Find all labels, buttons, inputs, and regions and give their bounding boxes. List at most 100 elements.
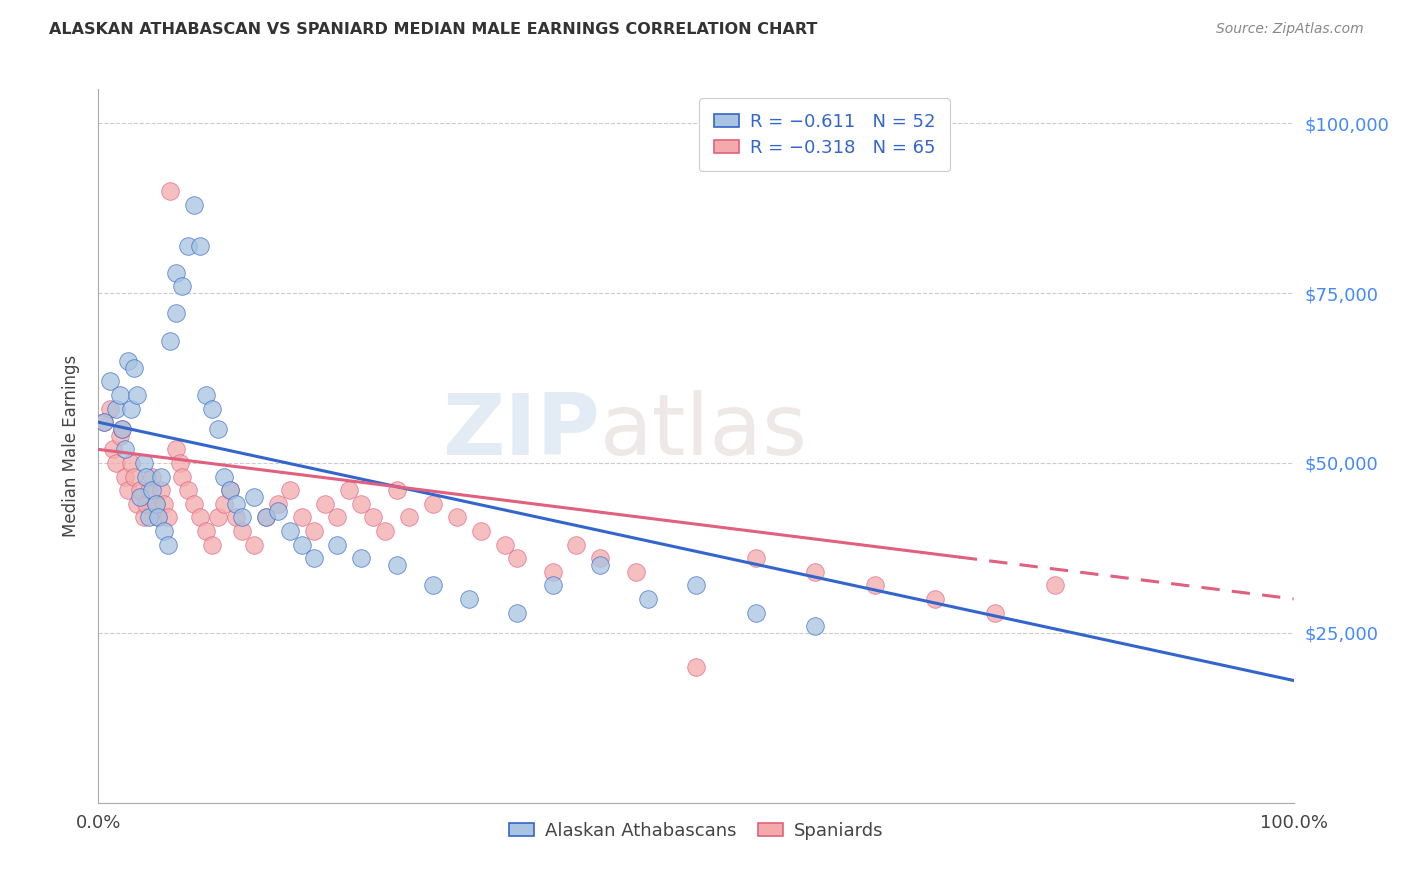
Point — [177, 238, 200, 252]
Point — [145, 497, 167, 511]
Point — [117, 483, 139, 498]
Point — [326, 510, 349, 524]
Point — [685, 578, 707, 592]
Point — [117, 354, 139, 368]
Point — [565, 537, 588, 551]
Point — [153, 524, 176, 538]
Text: ZIP: ZIP — [443, 390, 600, 474]
Point — [177, 483, 200, 498]
Point — [626, 565, 648, 579]
Point — [195, 524, 218, 538]
Y-axis label: Median Male Earnings: Median Male Earnings — [62, 355, 80, 537]
Point — [141, 483, 163, 498]
Point — [494, 537, 516, 551]
Point — [165, 442, 187, 457]
Point — [98, 401, 122, 416]
Point — [219, 483, 242, 498]
Point — [924, 591, 946, 606]
Point — [326, 537, 349, 551]
Point — [93, 415, 115, 429]
Point — [398, 510, 420, 524]
Point — [225, 510, 247, 524]
Point — [374, 524, 396, 538]
Point — [243, 490, 266, 504]
Point — [138, 510, 160, 524]
Point — [385, 483, 409, 498]
Point — [159, 334, 181, 348]
Point — [201, 401, 224, 416]
Point — [148, 510, 170, 524]
Point — [129, 483, 152, 498]
Point — [278, 524, 301, 538]
Point — [124, 360, 146, 375]
Point — [254, 510, 277, 524]
Point — [363, 510, 385, 524]
Point — [195, 388, 218, 402]
Point — [231, 510, 253, 524]
Point — [541, 565, 564, 579]
Point — [243, 537, 266, 551]
Point — [120, 401, 142, 416]
Point — [506, 551, 529, 566]
Point — [125, 497, 148, 511]
Point — [1043, 578, 1066, 592]
Point — [422, 578, 444, 592]
Point — [149, 483, 172, 498]
Point — [114, 442, 136, 457]
Point — [108, 388, 131, 402]
Point — [637, 591, 659, 606]
Point — [156, 510, 179, 524]
Point — [108, 429, 131, 443]
Point — [101, 442, 124, 457]
Point — [141, 469, 163, 483]
Point — [114, 469, 136, 483]
Point — [231, 524, 253, 538]
Point — [291, 510, 314, 524]
Text: Source: ZipAtlas.com: Source: ZipAtlas.com — [1216, 22, 1364, 37]
Point — [98, 375, 122, 389]
Point — [458, 591, 481, 606]
Point — [183, 198, 205, 212]
Point — [135, 497, 157, 511]
Text: ALASKAN ATHABASCAN VS SPANIARD MEDIAN MALE EARNINGS CORRELATION CHART: ALASKAN ATHABASCAN VS SPANIARD MEDIAN MA… — [49, 22, 817, 37]
Point — [422, 497, 444, 511]
Point — [685, 660, 707, 674]
Point — [120, 456, 142, 470]
Point — [865, 578, 887, 592]
Point — [159, 184, 181, 198]
Point — [350, 551, 373, 566]
Point — [291, 537, 314, 551]
Point — [111, 422, 134, 436]
Point — [267, 497, 290, 511]
Point — [589, 551, 612, 566]
Point — [105, 456, 128, 470]
Point — [470, 524, 492, 538]
Point — [156, 537, 179, 551]
Point — [212, 469, 235, 483]
Point — [589, 558, 612, 572]
Point — [138, 483, 160, 498]
Point — [105, 401, 128, 416]
Point — [207, 510, 229, 524]
Point — [148, 510, 170, 524]
Point — [804, 619, 827, 633]
Point — [125, 388, 148, 402]
Point — [124, 469, 146, 483]
Point — [745, 606, 768, 620]
Point — [201, 537, 224, 551]
Point — [153, 497, 176, 511]
Point — [93, 415, 115, 429]
Point — [165, 306, 187, 320]
Point — [132, 510, 155, 524]
Point — [302, 524, 325, 538]
Point — [132, 456, 155, 470]
Point — [541, 578, 564, 592]
Point — [172, 469, 194, 483]
Point — [172, 279, 194, 293]
Legend: Alaskan Athabascans, Spaniards: Alaskan Athabascans, Spaniards — [502, 815, 890, 847]
Point — [350, 497, 373, 511]
Point — [169, 456, 191, 470]
Point — [183, 497, 205, 511]
Point — [225, 497, 247, 511]
Point — [254, 510, 277, 524]
